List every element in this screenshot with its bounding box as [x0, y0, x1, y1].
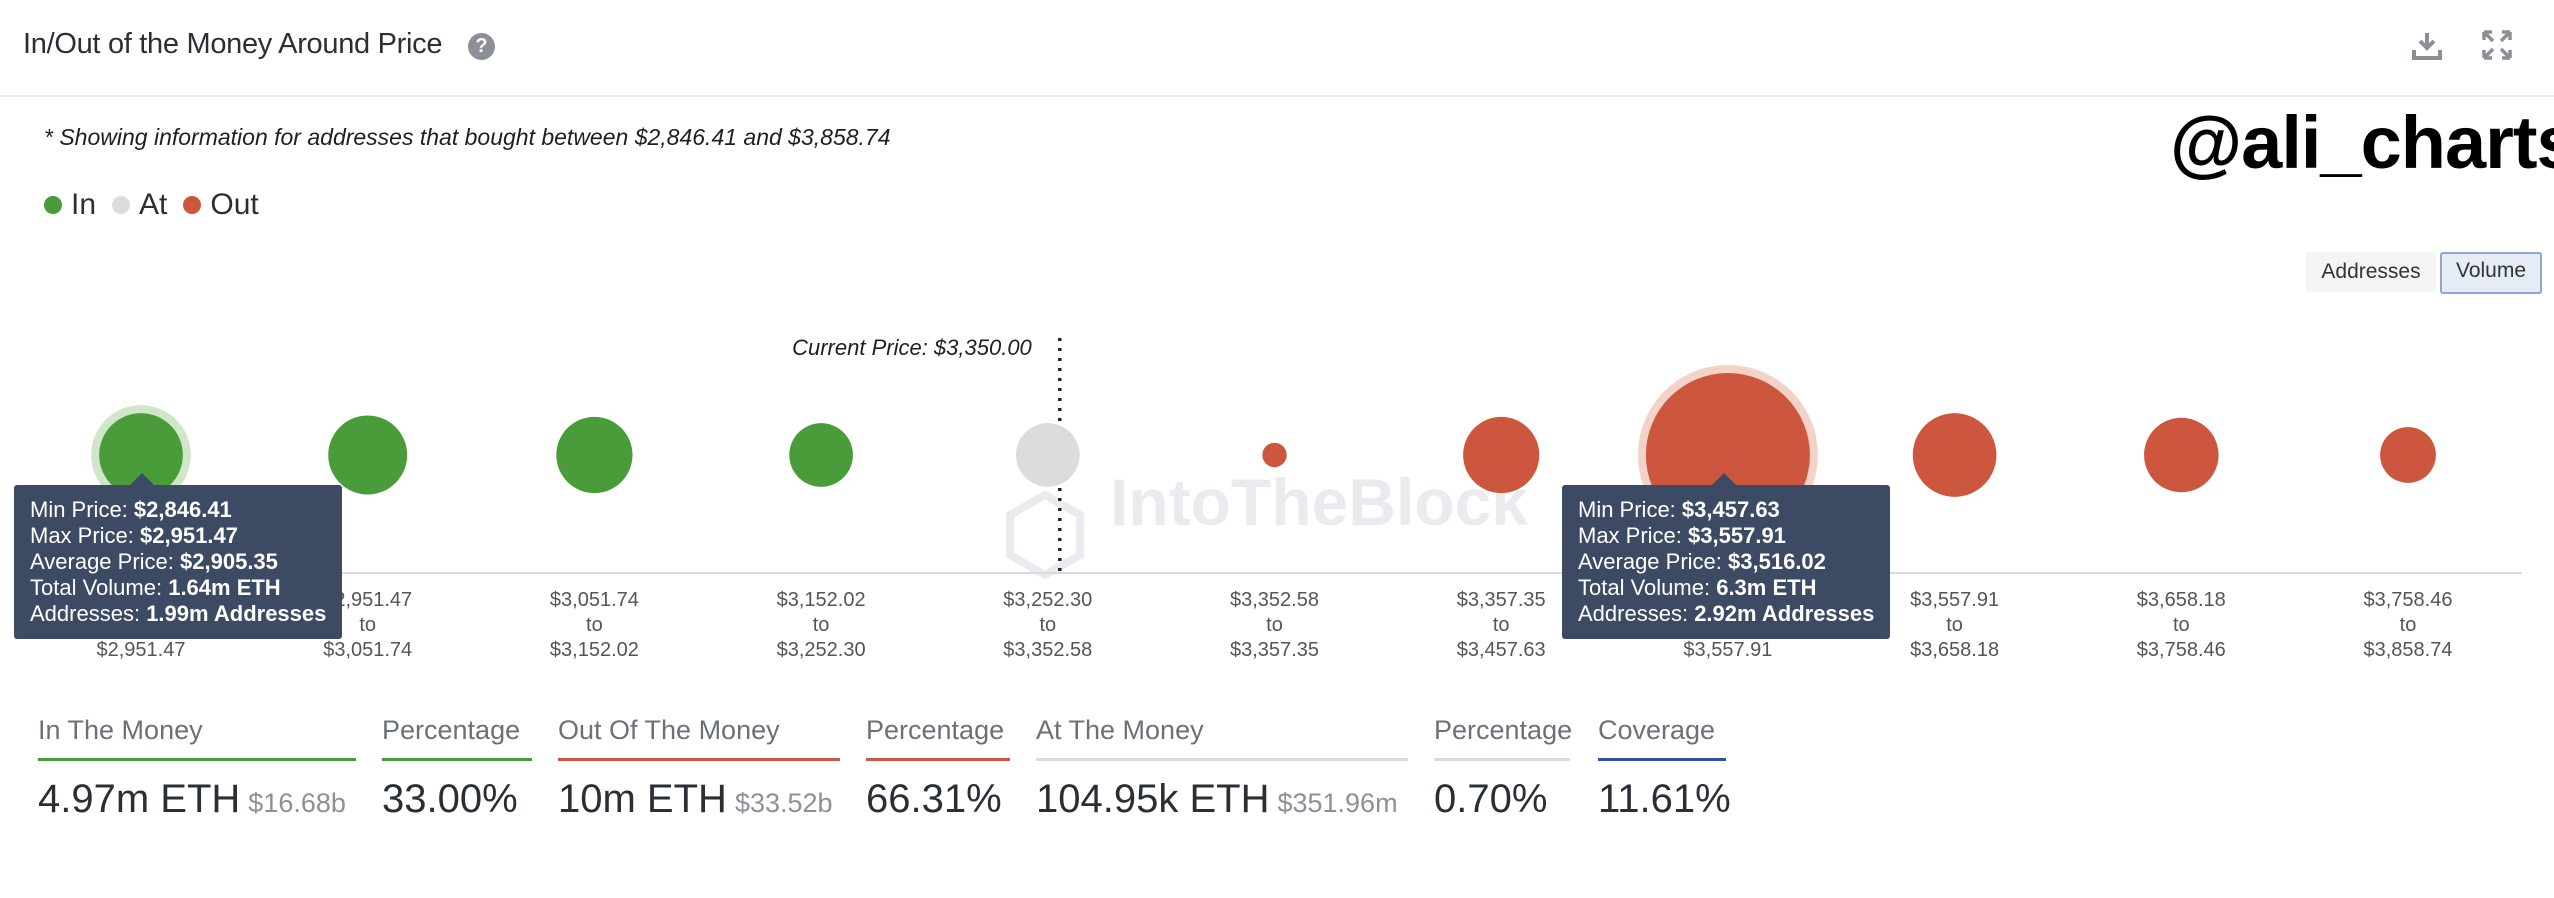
tooltip-arrow [1712, 473, 1736, 485]
bucket-label-to: $3,152.02 [550, 639, 639, 661]
stat-underline [1036, 758, 1408, 761]
current-price-label: Current Price: $3,350.00 [792, 335, 1032, 360]
bubble-in [99, 413, 183, 497]
stat-out-of-the-money: Out Of The Money 10m ETH $33.52b [558, 715, 840, 822]
stat-at-the-money: At The Money 104.95k ETH $351.96m [1036, 715, 1408, 822]
stat-value: 10m ETH [558, 777, 727, 821]
bucket-label-from: $3,658.18 [2137, 589, 2226, 611]
stat-in-percentage: Percentage 33.00% [382, 715, 532, 822]
stat-usd-value: $16.68b [248, 788, 346, 818]
stat-label: Percentage [382, 715, 521, 745]
legend-dot-out [183, 196, 202, 214]
bucket-label-to-word: to [2400, 614, 2417, 636]
download-icon[interactable] [2410, 28, 2444, 62]
legend-dot-at [112, 196, 131, 214]
bubble-at [1015, 423, 1080, 487]
bucket-label-from: $3,758.46 [2364, 589, 2453, 611]
bucket-label-to-word: to [359, 614, 376, 636]
bucket-label-from: $3,557.91 [1910, 589, 1999, 611]
stat-value: 33.00% [382, 777, 518, 821]
bucket-label-to: $3,357.35 [1230, 639, 1319, 661]
bubble-in [556, 416, 633, 494]
bucket-label-to: $3,051.74 [323, 639, 412, 661]
stat-label: Coverage [1598, 715, 1716, 745]
stat-value: 66.31% [866, 777, 1002, 821]
panel-title: In/Out of the Money Around Price [23, 28, 443, 60]
bubble-out [1262, 442, 1287, 468]
legend-label-out: Out [210, 188, 259, 221]
bubble-in [789, 423, 853, 487]
bucket-label-to-word: to [813, 614, 830, 636]
stat-label: In The Money [38, 715, 203, 745]
bucket-label-to: $3,457.63 [1457, 639, 1546, 661]
bucket-label-to: $2,951.47 [97, 639, 186, 661]
stat-usd-value: $33.52b [734, 788, 833, 818]
bubble-out [2144, 417, 2219, 493]
tooltip-arrow [130, 473, 154, 485]
panel-header: In/Out of the Money Around Price ? [0, 0, 2554, 97]
expand-icon[interactable] [2480, 28, 2514, 62]
stat-underline [382, 758, 532, 761]
bucket-label-to-word: to [1266, 614, 1283, 636]
stat-underline [38, 758, 356, 761]
bubble-out [2380, 427, 2436, 483]
stat-coverage: Coverage 11.61% [1598, 715, 1731, 822]
bucket-label-from: $3,352.58 [1230, 589, 1319, 611]
stat-label: Out Of The Money [558, 715, 780, 745]
legend-item-out[interactable]: Out [183, 188, 259, 222]
bubble-out [1463, 416, 1540, 494]
bucket-label-to: $3,858.74 [2364, 639, 2453, 661]
bubble-in [328, 415, 408, 495]
legend-label-in: In [71, 188, 97, 221]
volume-toggle-button[interactable]: Volume [2440, 252, 2542, 294]
stat-value: 104.95k ETH [1036, 777, 1270, 821]
bucket-label-to-word: to [1039, 614, 1056, 636]
bubble-out [1912, 413, 1997, 497]
question-circle-icon[interactable]: ? [468, 33, 495, 60]
bucket-label-to-word: to [2173, 614, 2190, 636]
stat-underline [866, 758, 1010, 761]
bucket-label-to: $3,758.46 [2137, 639, 2226, 661]
stat-usd-value: $351.96m [1277, 788, 1398, 818]
bubble-tooltip-first: Min Price: $2,846.41 Max Price: $2,951.4… [14, 473, 343, 639]
bucket-label-to: $3,658.18 [1910, 639, 1999, 661]
stat-label: Percentage [866, 715, 1005, 745]
stat-value: 4.97m ETH [38, 777, 241, 821]
bucket-label-from: $3,051.74 [550, 589, 639, 611]
legend-label-at: At [139, 188, 168, 221]
bucket-label-to-word: to [1493, 614, 1510, 636]
bucket-label-to-word: to [586, 614, 603, 636]
author-watermark: @ali_charts [2170, 101, 2554, 184]
bubble-tooltip-peak: Min Price: $3,457.63 Max Price: $3,557.9… [1562, 473, 1891, 639]
stat-out-percentage: Percentage 66.31% [866, 715, 1010, 822]
legend: In At Out [44, 188, 275, 222]
legend-item-at[interactable]: At [112, 188, 167, 222]
bucket-label-to: $3,352.58 [1003, 639, 1092, 661]
bucket-label-to-word: to [1946, 614, 1963, 636]
brand-watermark-logo [1006, 490, 1084, 580]
legend-item-in[interactable]: In [44, 188, 96, 222]
stat-value: 11.61% [1598, 777, 1731, 821]
bucket-label-to: $3,557.91 [1683, 639, 1772, 661]
bucket-label-from: $3,152.02 [777, 589, 866, 611]
bucket-label-from: $3,357.35 [1457, 589, 1546, 611]
stat-value: 0.70% [1434, 777, 1548, 821]
range-note: * Showing information for addresses that… [44, 124, 891, 150]
addresses-toggle-button[interactable]: Addresses [2306, 252, 2436, 292]
brand-watermark: IntoTheBlock [1110, 465, 1528, 539]
stat-underline [558, 758, 840, 761]
stat-in-the-money: In The Money 4.97m ETH $16.68b [38, 715, 356, 822]
stat-label: Percentage [1434, 715, 1573, 745]
stat-underline [1434, 758, 1570, 761]
legend-dot-in [44, 196, 62, 214]
bucket-label-to: $3,252.30 [777, 639, 866, 661]
stat-underline [1598, 758, 1726, 761]
stat-at-percentage: Percentage 0.70% [1434, 715, 1573, 822]
bucket-label-from: $3,252.30 [1003, 589, 1092, 611]
stat-label: At The Money [1036, 715, 1204, 745]
bucket-label-from: $2,951.47 [323, 589, 412, 611]
